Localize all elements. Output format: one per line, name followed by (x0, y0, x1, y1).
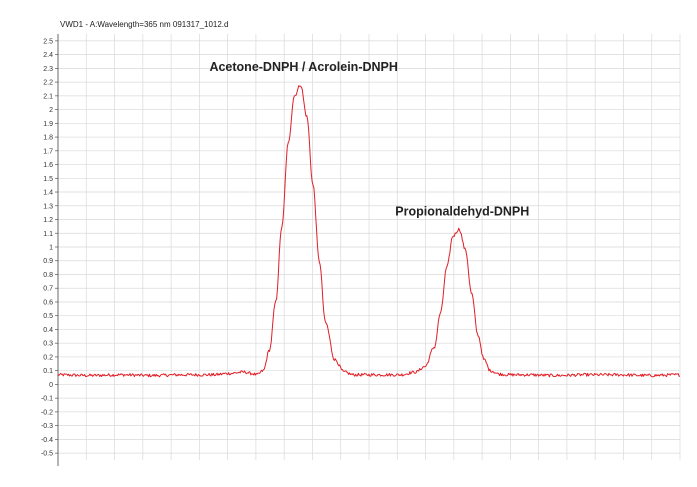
y-tick-label: -0.5 (41, 451, 53, 458)
y-axis: 2.5 2.4 2.3 2.2 2.1 2 1.9 1.8 1.7 1.6 1.5 1.4 1.3 1.2… (41, 34, 59, 466)
y-tick-label: 0 (49, 382, 53, 389)
y-tick-label: 1.1 (43, 231, 53, 238)
peak-label: Acetone-DNPH / Acrolein-DNPH (209, 60, 397, 74)
y-tick-label: 0.2 (43, 354, 53, 361)
series-layer (57, 85, 681, 378)
series-line (57, 85, 681, 378)
y-tick-label: 2.5 (43, 38, 53, 45)
y-tick-label: 2.2 (43, 80, 53, 87)
y-tick-label: 0.7 (43, 286, 53, 293)
y-tick-label: 1.6 (43, 162, 53, 169)
y-tick-label: 0.1 (43, 368, 53, 375)
y-tick-label: 2.1 (43, 93, 53, 100)
y-tick-label: 0.9 (43, 258, 53, 265)
y-tick-label: 1.8 (43, 135, 53, 142)
y-tick-label: -0.1 (41, 396, 53, 403)
y-tick-label: 0.5 (43, 313, 53, 320)
y-tick-label: 2 (49, 107, 53, 114)
grid-layer (58, 34, 681, 460)
y-tick-label: -0.3 (41, 423, 53, 430)
y-tick-label: 1 (49, 245, 53, 252)
y-tick-label: 1.2 (43, 217, 53, 224)
peak-label: Propionaldehyd-DNPH (395, 204, 529, 218)
y-tick-label: 0.6 (43, 299, 53, 306)
y-tick-label: 2.4 (43, 52, 53, 59)
y-tick-label: 1.9 (43, 121, 53, 128)
y-tick-label: 1.3 (43, 203, 53, 210)
chart-title: VWD1 - A:Wavelength=365 nm 091317_1012.d (60, 20, 229, 29)
y-tick-label: -0.4 (41, 437, 53, 444)
annotation-layer: Acetone-DNPH / Acrolein-DNPH Propionaldeh… (209, 60, 529, 218)
y-tick-label: 0.3 (43, 341, 53, 348)
y-tick-label: 1.4 (43, 190, 53, 197)
y-tick-label: 1.5 (43, 176, 53, 183)
y-tick-label: 0.8 (43, 272, 53, 279)
y-tick-label: -0.2 (41, 409, 53, 416)
y-tick-label: 1.7 (43, 148, 53, 155)
y-tick-label: 0.4 (43, 327, 53, 334)
y-tick-label: 2.3 (43, 66, 53, 73)
